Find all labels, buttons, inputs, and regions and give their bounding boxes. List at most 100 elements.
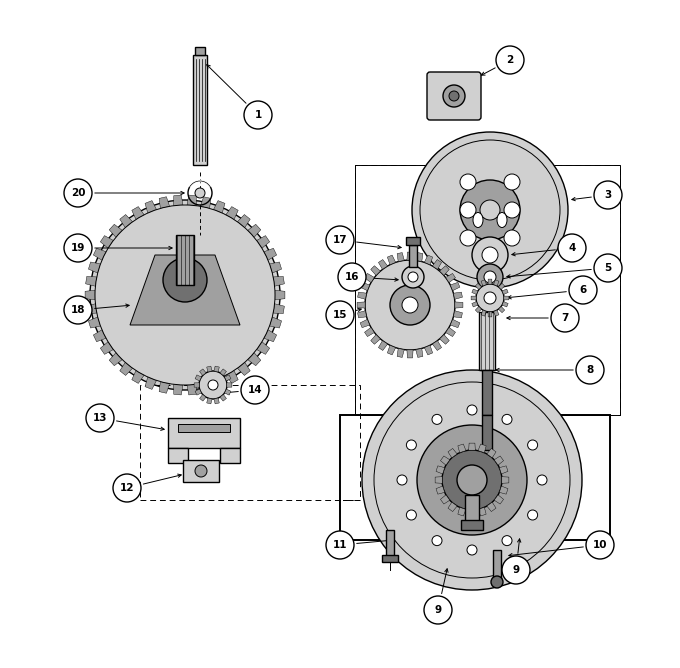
Polygon shape [132,206,144,220]
Polygon shape [195,375,201,381]
Text: 19: 19 [71,243,85,253]
Polygon shape [360,283,370,291]
Circle shape [504,202,520,218]
Polygon shape [101,236,114,248]
Polygon shape [371,266,380,275]
Text: 12: 12 [120,483,134,493]
Circle shape [528,510,538,520]
Polygon shape [436,486,445,494]
Polygon shape [86,304,97,313]
Polygon shape [487,448,496,458]
Polygon shape [441,456,449,465]
Polygon shape [494,495,504,504]
Polygon shape [436,466,445,474]
Bar [493,550,501,580]
Polygon shape [432,341,441,351]
Polygon shape [388,345,396,355]
Bar [183,460,219,482]
Polygon shape [159,197,169,208]
Polygon shape [471,296,476,300]
Text: 9: 9 [513,565,520,575]
Text: 17: 17 [333,235,347,245]
Circle shape [484,292,496,304]
Bar [461,520,483,530]
Polygon shape [469,510,475,517]
Text: 5: 5 [605,263,611,273]
Circle shape [326,301,354,329]
Polygon shape [407,350,413,358]
Circle shape [460,202,476,218]
Bar [195,47,205,55]
Bar [178,424,230,432]
Circle shape [338,263,366,291]
Circle shape [374,382,570,578]
Polygon shape [224,375,231,381]
Circle shape [482,247,498,263]
Polygon shape [455,302,463,308]
Polygon shape [248,224,261,237]
Polygon shape [264,330,277,342]
Text: 8: 8 [586,365,594,375]
Polygon shape [445,273,456,283]
Polygon shape [173,384,183,395]
Polygon shape [450,319,460,328]
Polygon shape [358,292,367,299]
Text: 7: 7 [561,313,568,323]
Polygon shape [424,255,432,265]
Polygon shape [415,349,423,357]
Polygon shape [275,291,285,300]
Text: 11: 11 [333,540,347,550]
Polygon shape [220,369,226,375]
Text: 14: 14 [248,385,262,395]
Polygon shape [145,200,156,213]
Polygon shape [357,302,365,308]
Polygon shape [130,255,240,325]
Bar [482,370,492,415]
Polygon shape [187,195,197,206]
Circle shape [432,536,442,546]
Circle shape [528,440,538,450]
Circle shape [460,180,520,240]
Polygon shape [224,389,231,395]
Circle shape [467,545,477,555]
Text: 16: 16 [345,272,359,282]
Bar [409,245,417,267]
Polygon shape [201,381,211,393]
Polygon shape [269,317,282,328]
Polygon shape [475,283,481,289]
Circle shape [443,85,465,107]
Bar [193,55,207,165]
Polygon shape [424,345,432,355]
Polygon shape [220,394,226,401]
Text: 1: 1 [254,110,262,120]
Polygon shape [478,507,486,516]
Polygon shape [214,377,225,389]
Circle shape [365,260,455,350]
Circle shape [569,276,597,304]
Polygon shape [248,353,261,365]
Text: 10: 10 [593,540,607,550]
Polygon shape [173,195,183,206]
Polygon shape [415,253,423,262]
Bar [406,237,420,245]
Polygon shape [371,335,380,344]
Polygon shape [499,486,508,494]
Polygon shape [199,369,206,375]
Polygon shape [199,394,206,401]
Circle shape [244,101,272,129]
Text: 15: 15 [333,310,347,320]
Text: 13: 13 [92,413,107,423]
Circle shape [594,254,622,282]
Polygon shape [93,330,106,342]
FancyBboxPatch shape [427,72,481,120]
Bar [479,312,495,370]
Bar [382,555,398,562]
Circle shape [537,475,547,485]
Bar [482,415,492,450]
Polygon shape [88,317,101,328]
Circle shape [195,188,205,198]
Circle shape [95,205,275,385]
Polygon shape [469,443,475,450]
Bar [168,448,188,463]
Circle shape [362,370,582,590]
